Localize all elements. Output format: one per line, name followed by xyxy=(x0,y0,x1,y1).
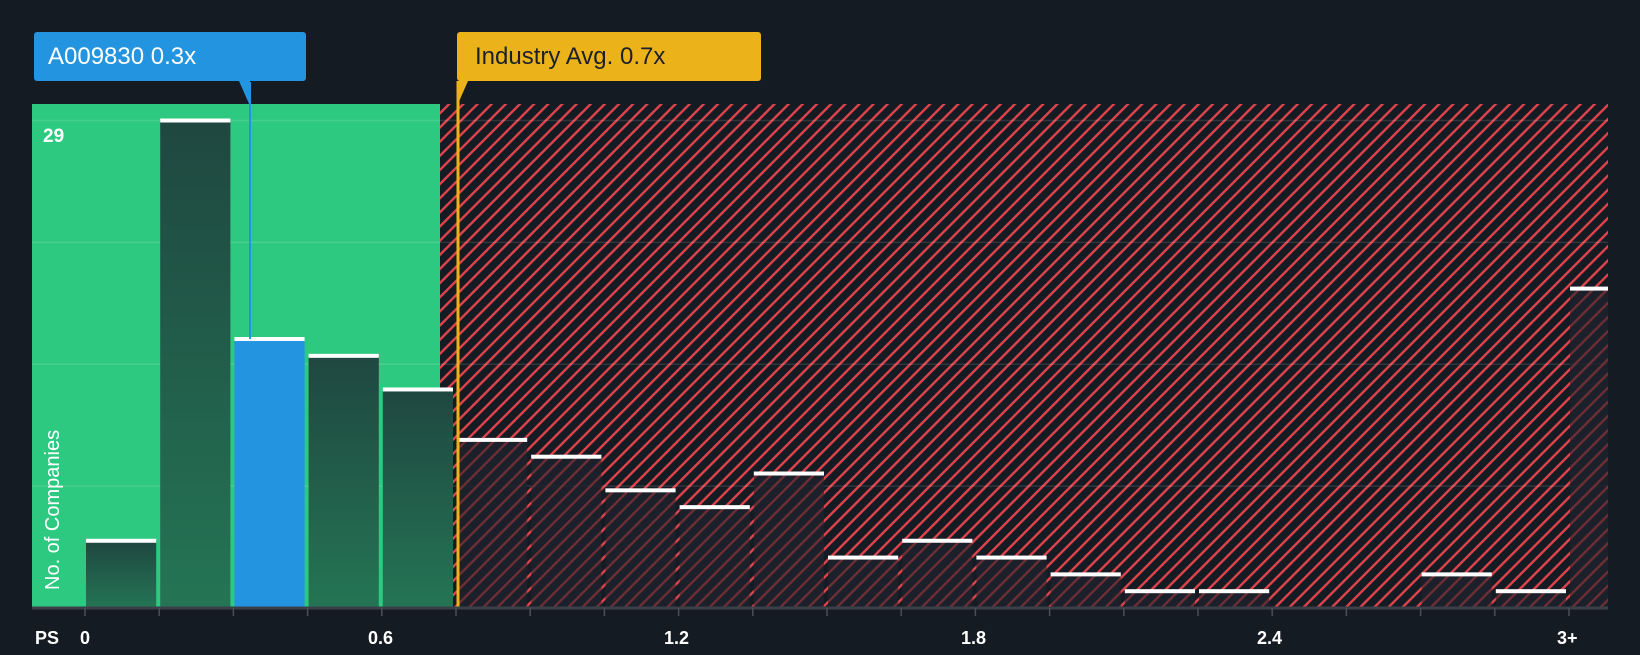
bar-top-cap xyxy=(828,555,899,560)
bar-top-cap xyxy=(457,437,528,442)
bar-top-cap xyxy=(1421,572,1492,577)
bar-top-cap xyxy=(902,538,973,543)
bar-top-cap xyxy=(1570,286,1608,291)
industry-avg-label: Industry Avg. 0.7x xyxy=(475,43,666,70)
bar-top-cap xyxy=(679,505,750,510)
bar-top-cap xyxy=(976,555,1047,560)
bar-top-cap xyxy=(160,118,231,123)
x-axis-title: PS xyxy=(35,628,60,648)
histogram-bar xyxy=(753,473,824,608)
y-axis-max-label: 29 xyxy=(43,126,65,147)
histogram-bar xyxy=(902,540,973,608)
bar-top-cap xyxy=(1050,572,1121,577)
bar-top-cap xyxy=(753,471,824,476)
histogram-bar xyxy=(86,540,157,608)
x-axis xyxy=(32,606,1608,616)
histogram-bar xyxy=(382,389,453,608)
bar-top-cap xyxy=(234,337,305,342)
bar-top-cap xyxy=(605,488,676,493)
company-ps-callout: A009830 0.3x xyxy=(34,32,306,81)
histogram-bar xyxy=(1199,591,1270,608)
histogram-bar xyxy=(605,490,676,608)
histogram-bar xyxy=(234,339,305,608)
x-tick-label-1.2: 1.2 xyxy=(664,628,690,648)
histogram-bar xyxy=(1570,288,1608,608)
histogram-bar xyxy=(679,507,750,608)
industry-avg-callout: Industry Avg. 0.7x xyxy=(457,32,761,81)
bar-top-cap xyxy=(308,353,379,358)
x-tick-label-0: 0 xyxy=(80,628,91,648)
bar-top-cap xyxy=(382,387,453,392)
histogram-bar xyxy=(828,557,899,608)
histogram-bar xyxy=(976,557,1047,608)
bar-top-cap xyxy=(86,538,157,543)
histogram-bar xyxy=(1421,574,1492,608)
x-tick-label-2.4: 2.4 xyxy=(1257,628,1283,648)
histogram-bar xyxy=(160,120,231,608)
bar-top-cap xyxy=(1199,589,1270,594)
histogram-bar xyxy=(457,439,528,608)
x-tick-label-3plus: 3+ xyxy=(1557,628,1578,648)
bar-top-cap xyxy=(1495,589,1566,594)
value-markers xyxy=(239,81,468,608)
x-tick-label-0.6: 0.6 xyxy=(368,628,394,648)
histogram-bar xyxy=(1050,574,1121,608)
histogram-bar xyxy=(1124,591,1195,608)
bar-top-cap xyxy=(1124,589,1195,594)
histogram-bar xyxy=(531,456,602,608)
y-axis-title: No. of Companies xyxy=(42,429,64,590)
company-ps-label: A009830 0.3x xyxy=(48,43,197,70)
x-tick-label-1.8: 1.8 xyxy=(961,628,987,648)
histogram-bar xyxy=(308,355,379,608)
histogram-bar xyxy=(1495,591,1566,608)
industry-callout-pointer xyxy=(457,81,468,106)
histogram-bars xyxy=(86,118,1608,608)
company-callout-pointer xyxy=(239,81,250,106)
bar-top-cap xyxy=(531,454,602,459)
